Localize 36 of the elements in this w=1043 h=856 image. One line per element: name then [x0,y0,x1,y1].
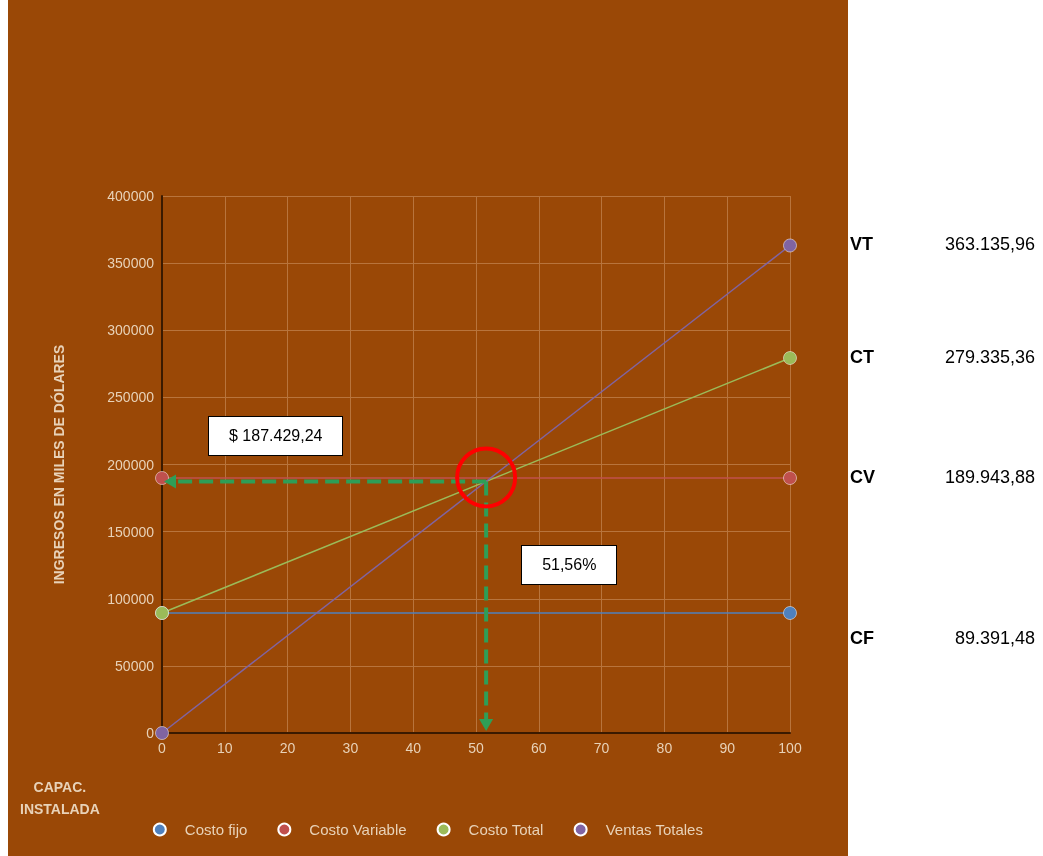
x-tick-label: 0 [158,740,167,756]
text: CT [850,346,874,368]
x-tick-label: 100 [778,740,802,756]
annotation: 51,56% [521,545,618,585]
x-tick-label: 10 [217,740,233,756]
x-tick-label: 70 [593,740,610,756]
y-tick-label: 350000 [107,255,155,272]
x-tick-label: 20 [279,740,296,756]
y-tick-label: 150000 [107,523,155,540]
y-axis-title: INGRESOS EN MILES DE DÓLARES [50,344,67,585]
annotation: $ 187.429,24 [208,416,344,457]
x-tick-label: 40 [405,740,422,756]
y-tick-label: 300000 [107,322,155,339]
text: 363.135,96 [944,234,1035,256]
text: 279.335,36 [944,346,1035,368]
legend-label: Costo Variable [309,821,407,838]
x-tick-label: 90 [719,740,736,756]
x-tick-label: 30 [342,740,359,756]
legend-label: Costo fijo [184,821,248,838]
y-tick-label: 250000 [107,389,155,406]
legend-label: Ventas Totales [605,821,703,838]
text: 89.391,48 [954,627,1035,649]
text: VT [850,234,874,256]
text: 189.943,88 [944,467,1035,488]
y-tick-label: 100000 [107,590,155,607]
x-tick-label: 60 [531,740,547,756]
y-tick-label: 400000 [107,188,155,204]
legend-label: Costo Total [468,821,544,838]
text: CV [850,467,876,488]
x-axis-title: CAPAC. INSTALADA [20,778,100,819]
x-tick-label: 80 [656,740,673,756]
x-tick-label: 50 [468,740,484,756]
y-tick-label: 200000 [107,456,155,473]
text: CF [850,627,874,649]
y-tick-label: 50000 [115,657,155,674]
y-tick-label: 0 [146,725,155,741]
